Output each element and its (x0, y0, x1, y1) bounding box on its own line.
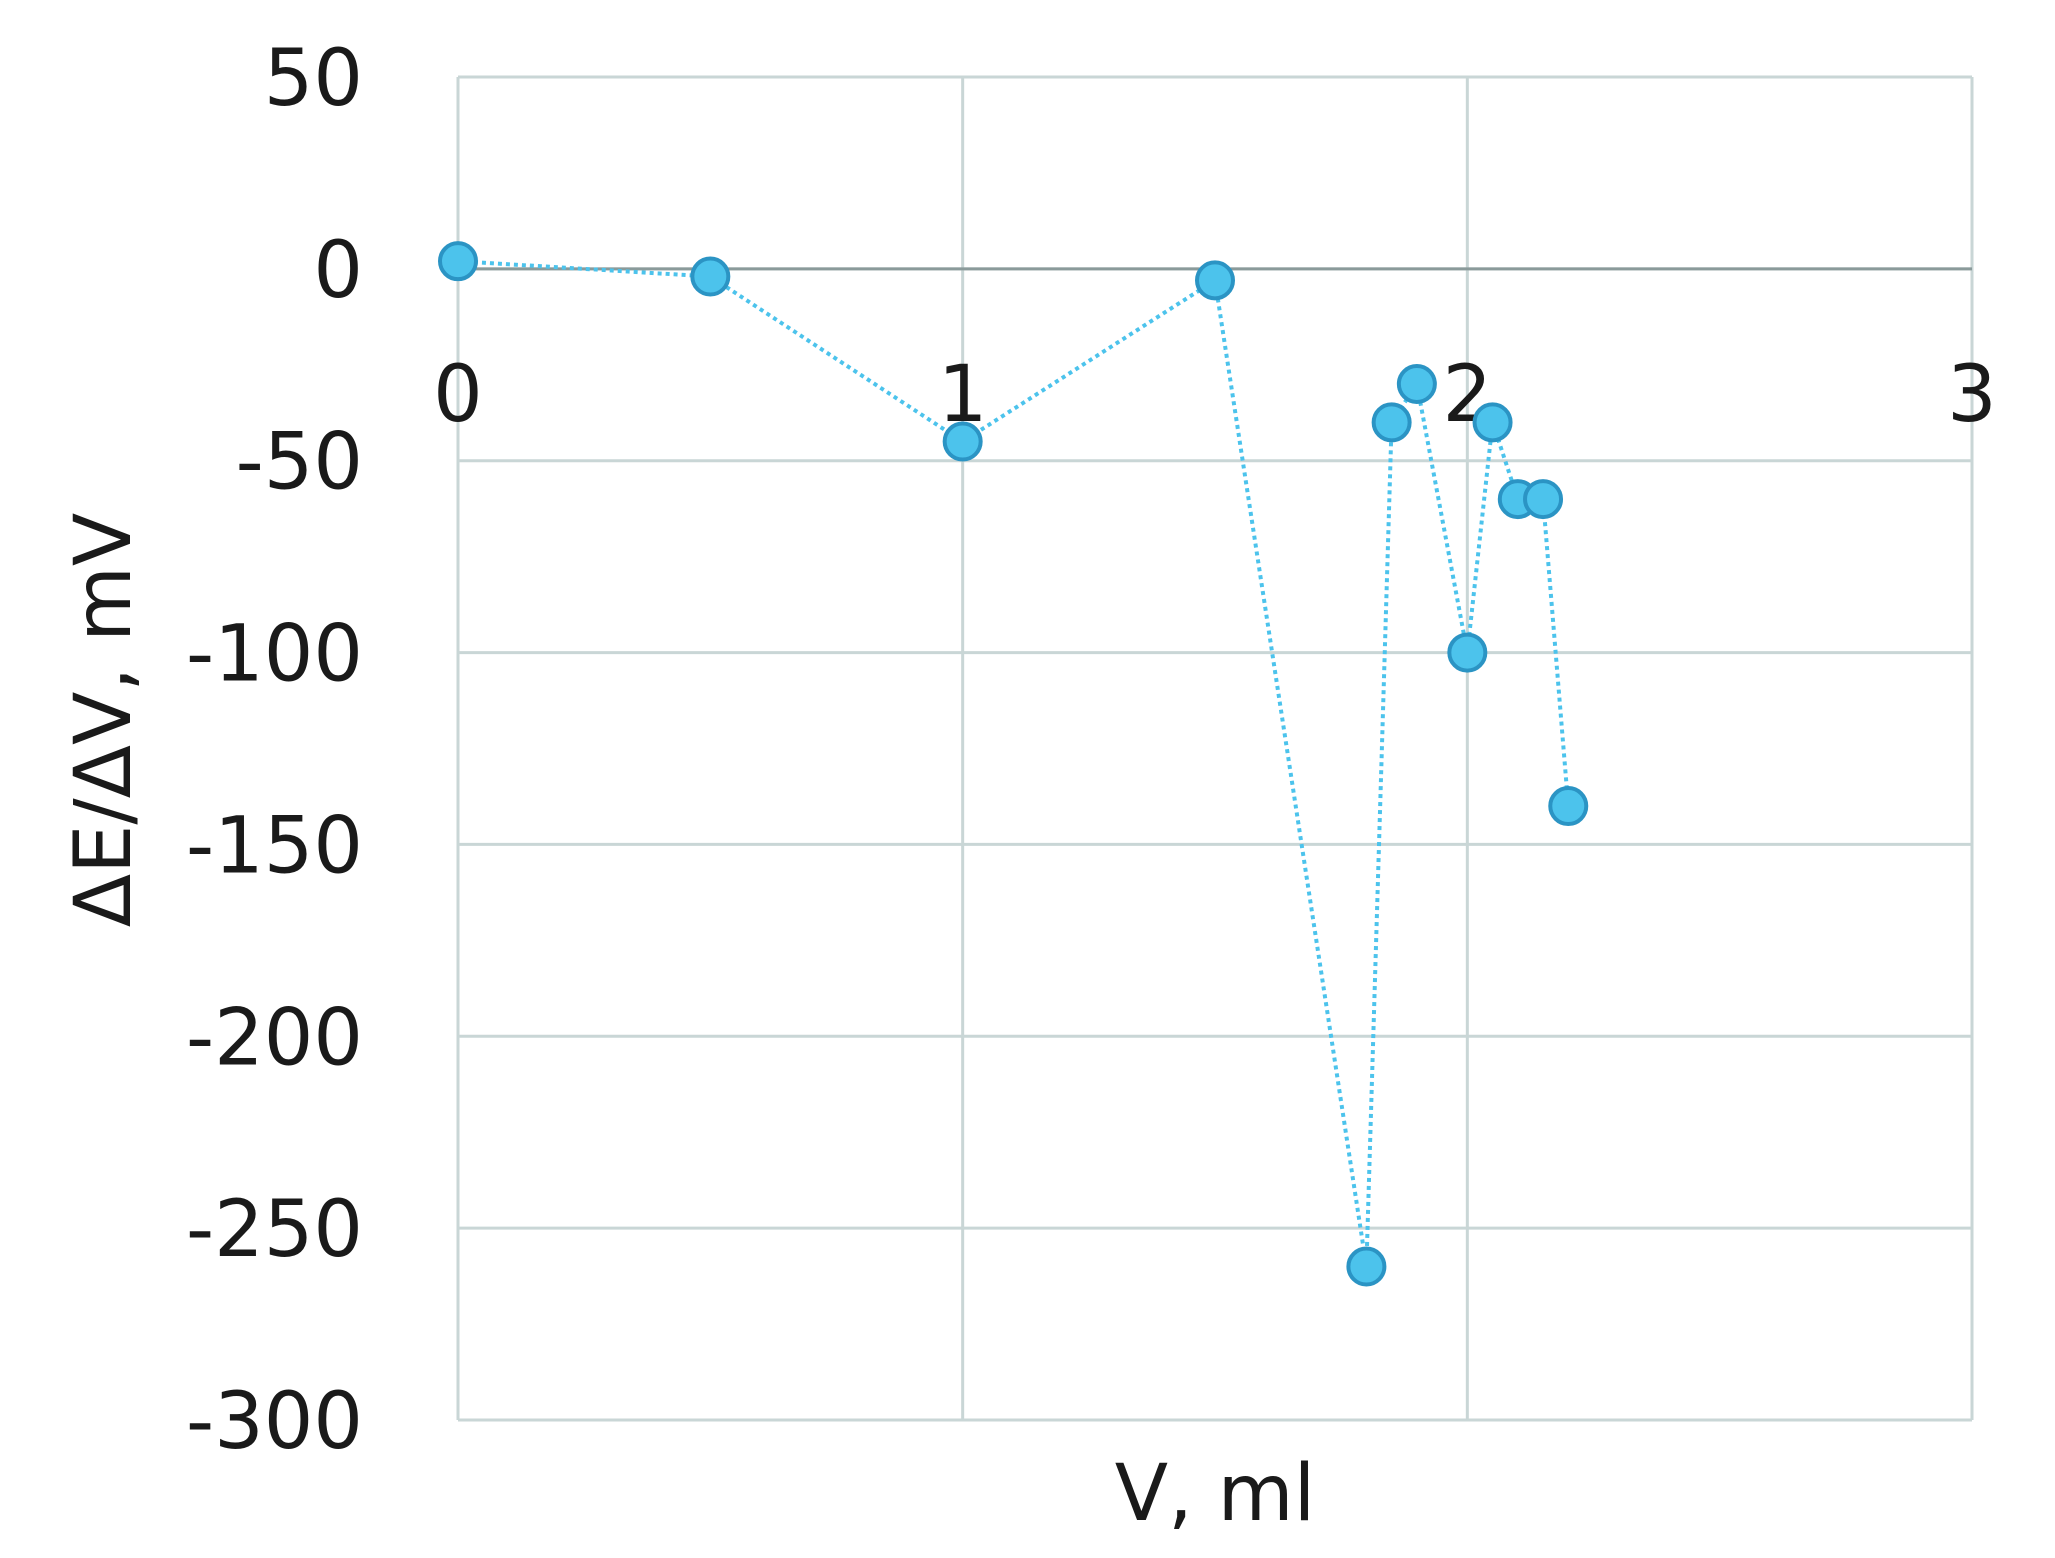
y-tick-label: -250 (186, 1185, 363, 1275)
data-point (1396, 363, 1437, 404)
y-tick-label: -100 (186, 610, 363, 700)
y-tick-label: -300 (186, 1377, 363, 1467)
data-point (1346, 1246, 1387, 1287)
y-axis-title: ΔE/ΔV, mV (59, 513, 149, 928)
y-tick-label: 50 (264, 34, 363, 124)
x-tick-label: 3 (1947, 350, 1997, 440)
y-tick-label: -50 (236, 418, 363, 508)
data-point (1195, 260, 1235, 301)
data-point (942, 421, 983, 462)
data-point (1472, 402, 1513, 443)
data-point (1447, 632, 1488, 673)
data-point (1548, 786, 1589, 827)
y-tick-label: -200 (186, 993, 363, 1083)
data-point (438, 241, 478, 282)
x-tick-label: 0 (433, 350, 483, 440)
data-point (1371, 402, 1412, 443)
y-tick-label: 0 (313, 226, 363, 316)
data-point (1523, 479, 1564, 520)
x-axis-title: V, ml (1115, 1449, 1316, 1539)
data-point (690, 256, 731, 297)
y-tick-label: -150 (186, 801, 363, 891)
